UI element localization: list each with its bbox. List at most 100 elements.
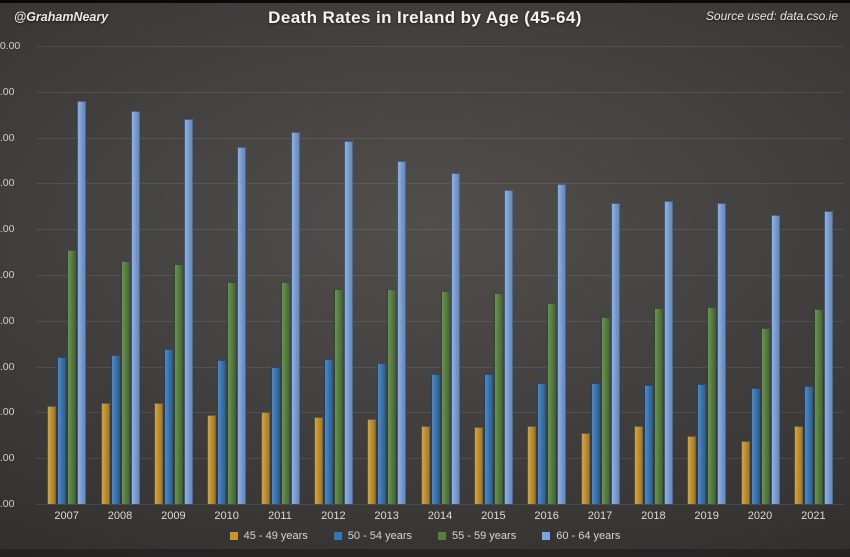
bar [707,307,717,504]
legend-item: 55 - 59 years [438,530,516,542]
x-axis-label: 2017 [587,510,613,522]
gridline [36,504,844,505]
bar [227,281,237,504]
gridline [36,366,844,368]
legend: 45 - 49 years 50 - 54 years 55 - 59 years 6… [0,530,850,542]
bar-group-2020 [740,215,780,504]
bar-group-2013 [367,160,407,504]
x-axis-label: 2015 [481,510,506,522]
bar [333,288,343,504]
bar-group-2016 [527,184,567,504]
attribution-handle: @GrahamNeary [14,10,109,24]
bar [697,384,707,504]
y-tick-label: 5.00 [0,269,15,281]
bar [163,349,173,504]
bar-group-2009 [153,119,193,504]
bar [717,203,727,504]
bar-group-2015 [473,190,513,504]
bar [793,426,803,504]
bar [537,383,547,504]
bar [687,436,697,504]
gridline [36,183,844,185]
bar [183,119,193,504]
bar [270,366,280,504]
x-axis-label: 2013 [374,510,399,522]
bar [813,309,823,504]
legend-label: 45 - 49 years [243,530,308,542]
bar [377,363,387,504]
legend-swatch-icon [229,532,238,540]
bar [483,373,493,504]
x-axis-label: 2007 [54,510,79,522]
bar [633,426,643,504]
bar [610,202,620,504]
bar-group-2021 [793,210,833,504]
bar [100,403,110,504]
bar [397,160,407,504]
bar [503,190,513,504]
bar [440,291,450,504]
x-axis-label: 2018 [641,510,666,522]
bar [323,358,333,504]
bar [313,417,323,504]
bar [67,249,77,504]
bar [770,215,780,504]
bar-group-2010 [207,146,247,504]
chart-title: Death Rates in Ireland by Age (45-64) [268,8,582,27]
bar [653,308,663,504]
y-tick-label: 4.00 [0,314,15,327]
x-axis-label: 2014 [427,510,453,522]
bar [750,388,760,504]
legend-label: 60 - 64 years [556,530,621,542]
x-axis-label: 2021 [801,510,826,522]
bar [450,173,460,504]
bar [110,355,120,504]
x-axis-label: 2011 [268,510,292,522]
bar [527,426,537,504]
y-tick-label: 3.00 [0,360,15,373]
gridline [36,320,844,322]
bar [643,384,653,504]
y-tick-label: 9.00 [0,85,15,98]
bar [57,357,67,504]
bar [547,302,557,504]
bar [823,210,833,504]
legend-swatch-icon [333,532,342,540]
bar-group-2017 [580,202,620,504]
gridline [36,91,844,93]
bar [760,327,770,504]
gridline [36,229,844,231]
legend-item: 45 - 49 years [229,530,308,542]
gridline [36,275,844,276]
gridline [36,46,844,47]
bar [430,373,440,504]
bar [290,132,300,504]
bar [343,141,353,504]
bar [130,111,140,504]
bar [120,261,130,504]
bar [663,200,673,504]
bar [47,405,57,504]
bar [740,440,750,504]
bottom-border-strip [0,549,850,557]
bar [237,146,247,504]
bar [580,433,590,504]
y-tick-label: 8.00 [0,131,15,144]
x-axis-label: 2010 [214,510,239,522]
bar-group-2019 [687,203,727,504]
bar-group-2018 [633,200,673,504]
x-axis-label: 2020 [747,510,773,522]
y-tick-label: 7.00 [0,177,15,190]
legend-swatch-icon [438,532,446,540]
y-tick-label: 1.00 [0,452,15,465]
x-axis-label: 2008 [107,510,133,522]
bar [493,293,503,504]
gridline [36,458,844,460]
bar-group-2011 [260,132,300,504]
legend-swatch-icon [542,532,551,540]
bar [420,426,430,504]
bar-group-2008 [100,111,140,504]
legend-label: 55 - 59 years [452,530,517,542]
bar [590,382,600,504]
